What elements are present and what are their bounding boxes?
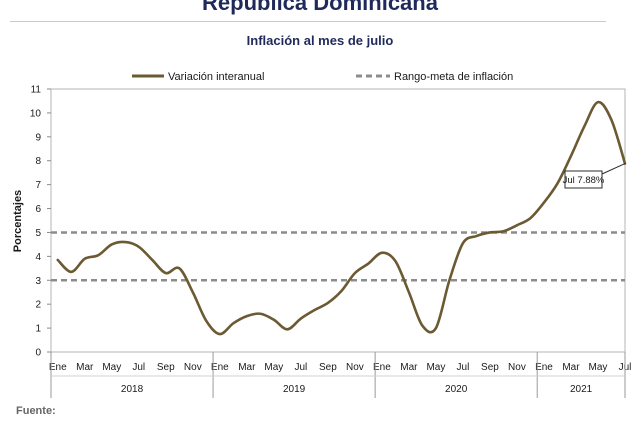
callout-box [564, 170, 603, 189]
x-month-label: Nov [508, 362, 526, 373]
x-month-label: Ene [211, 362, 229, 373]
x-year-label: 2020 [445, 384, 468, 395]
chart-subtitle: Inflación al mes de julio [246, 33, 394, 48]
y-tick-label: 10 [30, 108, 42, 119]
callout-label: Jul 7.88% [563, 175, 605, 186]
legend-label-interanual: Variación interanual [168, 71, 264, 83]
x-month-label: Sep [319, 362, 337, 373]
y-tick-label: 4 [35, 252, 41, 263]
x-month-label: Jul [294, 362, 307, 373]
x-month-label: Nov [184, 362, 202, 373]
y-axis: 0 1 2 3 4 5 6 7 8 9 10 11 [30, 85, 51, 359]
x-month-label: May [589, 362, 608, 373]
y-tick-label: 11 [31, 85, 42, 96]
x-year-label: 2018 [121, 384, 144, 395]
y-tick-label: 0 [35, 348, 41, 359]
x-month-label: Mar [238, 362, 256, 373]
y-tick-label: 8 [35, 156, 41, 167]
x-month-label: Jul [457, 362, 470, 373]
chart-title: República Dominicana [202, 0, 438, 15]
x-month-label: Nov [346, 362, 364, 373]
x-month-label: Sep [157, 362, 175, 373]
x-month-label: Ene [373, 362, 391, 373]
y-tick-label: 2 [35, 300, 41, 311]
y-tick-label: 7 [35, 180, 41, 191]
x-month-label: Jul [132, 362, 145, 373]
x-month-label: Mar [400, 362, 418, 373]
y-tick-label: 9 [35, 132, 41, 143]
last-value-callout: Jul 7.88% [563, 163, 626, 189]
chart-legend: Variación interanual Rango-meta de infla… [132, 71, 513, 83]
callout-leader [601, 163, 626, 175]
x-month-label: Ene [535, 362, 553, 373]
plot-area [50, 88, 626, 353]
x-month-label: Mar [76, 362, 94, 373]
y-tick-label: 1 [35, 324, 41, 335]
y-axis-title: Porcentajes [12, 190, 24, 252]
x-month-label: May [102, 362, 121, 373]
plot-border [50, 88, 626, 353]
legend-label-rango-meta: Rango-meta de inflación [394, 71, 513, 83]
x-axis: Ene Mar May Jul Sep Nov Ene Mar May Jul Sep Nov Ene M… [49, 352, 631, 398]
source-label: Fuente: [16, 405, 56, 417]
x-month-label: Ene [49, 362, 67, 373]
y-tick-label: 3 [35, 276, 41, 287]
x-year-label: 2021 [570, 384, 593, 395]
x-month-label: Sep [481, 362, 499, 373]
inflation-series [56, 100, 627, 336]
target-range-lines [51, 231, 625, 282]
y-tick-label: 5 [35, 228, 41, 239]
x-month-label: Mar [562, 362, 580, 373]
series-line-interanual [56, 100, 627, 336]
y-tick-label: 6 [35, 204, 41, 215]
x-month-label: May [264, 362, 283, 373]
x-month-label: May [426, 362, 445, 373]
title-divider [10, 21, 606, 22]
x-year-label: 2019 [283, 384, 306, 395]
